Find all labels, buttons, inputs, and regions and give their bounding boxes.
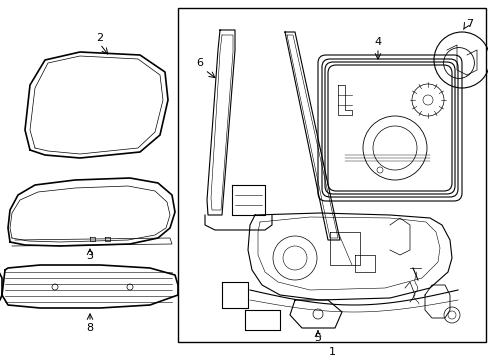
Text: 8: 8 [86,323,93,333]
Text: 3: 3 [86,251,93,261]
Text: 4: 4 [374,37,381,47]
Text: 6: 6 [196,58,203,68]
Bar [178,8,485,342]
Text: 2: 2 [96,33,103,43]
Text: 1: 1 [328,347,335,357]
Text: 7: 7 [466,19,472,29]
Text: 5: 5 [314,333,321,343]
